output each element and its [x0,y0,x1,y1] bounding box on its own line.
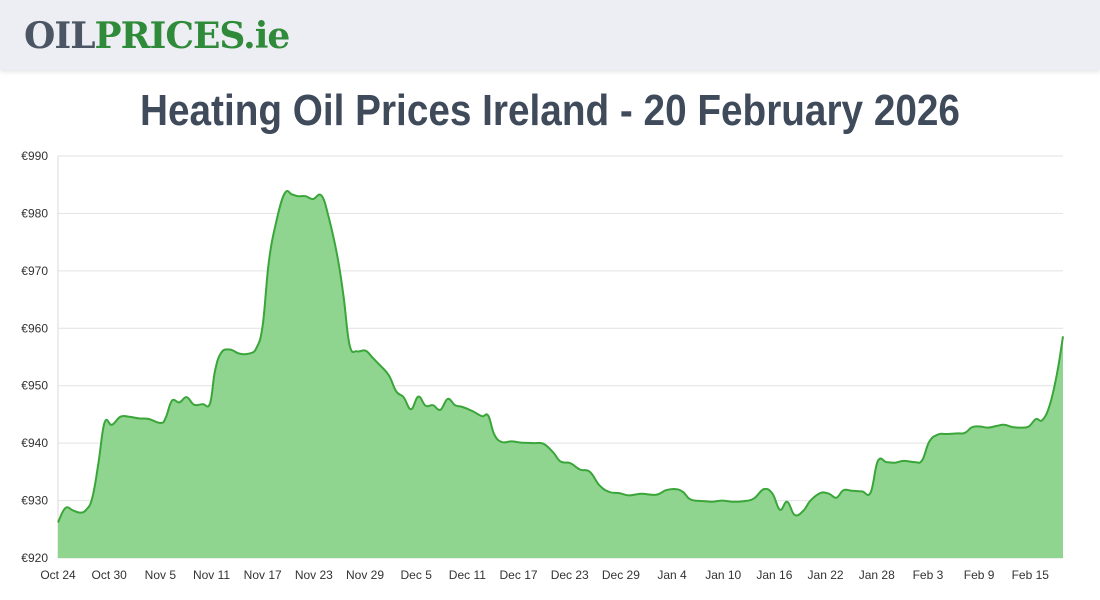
page-title: Heating Oil Prices Ireland - 20 February… [140,86,960,135]
x-tick-label: Jan 22 [808,568,844,582]
x-tick-label: Oct 24 [40,568,76,582]
x-tick-label: Jan 28 [859,568,895,582]
x-tick-label: Nov 23 [295,568,333,582]
y-tick-label: €960 [21,321,48,335]
x-tick-label: Dec 11 [449,568,486,582]
x-tick-label: Dec 23 [551,568,589,582]
y-axis: €920 €930 €940 €950 €960 €970 €980 €990 [21,149,48,565]
x-tick-label: Nov 5 [145,568,177,582]
logo-oil-text: OIL [24,15,96,57]
x-tick-label: Jan 4 [657,568,687,582]
x-tick-label: Nov 17 [244,568,282,582]
y-tick-label: €970 [21,264,48,278]
x-tick-label: Feb 15 [1012,568,1050,582]
x-axis: Oct 24 Oct 30 Nov 5 Nov 11 Nov 17 Nov 23 Nov 2… [40,568,1049,582]
price-line [57,190,1064,523]
x-tick-label: Feb 3 [913,568,944,582]
site-logo[interactable]: OILPRICES.ie [24,15,290,57]
x-tick-label: Nov 29 [346,568,384,582]
y-tick-label: €920 [21,551,48,565]
y-tick-label: €930 [21,494,48,508]
price-area-fill [58,191,1063,558]
logo-tld-text: .ie [243,15,290,57]
x-tick-label: Nov 11 [193,568,230,582]
x-tick-label: Dec 17 [500,568,538,582]
x-tick-label: Dec 5 [401,568,433,582]
x-tick-label: Dec 29 [602,568,640,582]
y-tick-label: €980 [21,206,48,220]
y-tick-label: €940 [21,436,48,450]
x-tick-label: Feb 9 [964,568,995,582]
site-header: OILPRICES.ie [0,0,1100,70]
y-tick-label: €990 [21,149,48,163]
logo-prices-text: PRICES [94,15,245,57]
x-tick-label: Jan 10 [705,568,741,582]
y-tick-label: €950 [21,379,48,393]
chart-area-layer [57,190,1064,558]
x-tick-label: Oct 30 [91,568,127,582]
x-tick-label: Jan 16 [756,568,792,582]
